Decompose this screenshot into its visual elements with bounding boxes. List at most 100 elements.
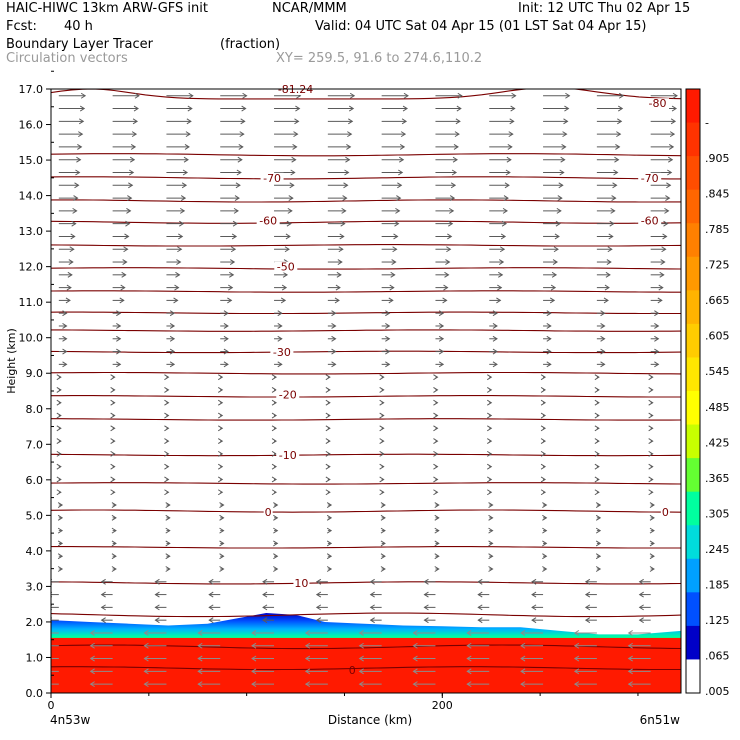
circulation-vector-head	[573, 630, 580, 636]
circulation-vector-head	[594, 450, 600, 457]
circulation-vector-head	[273, 540, 279, 547]
circulation-vector-head	[553, 246, 559, 253]
circulation-vector-head	[164, 489, 170, 496]
circulation-vector-head	[187, 105, 193, 112]
colorbar-label: .365	[705, 472, 730, 485]
circulation-vector-head	[573, 655, 580, 662]
circulation-vector-head	[277, 335, 283, 342]
circulation-vector-head	[281, 284, 288, 291]
circulation-vector-head	[277, 361, 283, 368]
circulation-vector-head	[349, 92, 356, 99]
temperature-contour	[51, 482, 681, 485]
circulation-vector-head	[62, 348, 68, 355]
circulation-vector-head	[665, 195, 671, 201]
circulation-vector-head	[100, 591, 106, 598]
circulation-vector-head	[488, 540, 494, 547]
circulation-vector-head	[181, 182, 188, 189]
circulation-vector-head	[638, 604, 644, 611]
circulation-vector-head	[648, 476, 654, 483]
circulation-vector-head	[488, 527, 494, 534]
circulation-vector-head	[271, 476, 277, 483]
y-tick-label: 6.0	[26, 474, 44, 487]
circulation-vector-head	[670, 118, 677, 125]
temperature-contour	[51, 581, 681, 585]
circulation-vector-head	[219, 514, 225, 521]
circulation-vector-head	[542, 566, 548, 572]
circulation-vector-head	[477, 578, 483, 585]
circulation-vector-head	[241, 105, 247, 112]
circulation-vector-head	[233, 207, 239, 214]
circulation-vector-head	[343, 182, 349, 189]
circulation-vector-head	[110, 387, 116, 393]
circulation-vector-head	[486, 463, 493, 470]
circulation-vector-head	[129, 169, 135, 176]
circulation-vector-head	[661, 246, 667, 253]
circulation-vector-head	[110, 463, 116, 470]
circulation-vector-head	[358, 642, 364, 649]
circulation-vector-head	[288, 195, 294, 201]
circulation-vector-head	[638, 591, 644, 598]
circulation-vector-head	[116, 323, 122, 329]
contour-label-background	[256, 215, 280, 227]
circulation-vector-head	[326, 514, 333, 521]
circulation-vector-head	[556, 207, 562, 214]
circulation-vector-head	[342, 195, 348, 201]
circulation-vector-head	[62, 323, 68, 329]
circulation-vector-head	[304, 655, 311, 662]
circulation-vector-head	[271, 425, 277, 432]
circulation-vector-head	[217, 438, 224, 445]
circulation-vector-head	[143, 655, 149, 662]
circulation-vector-head	[230, 246, 237, 253]
circulation-vector-head	[229, 259, 236, 265]
circulation-vector-head	[492, 361, 498, 368]
circulation-vector-head	[380, 514, 386, 521]
forecast-label: Fcst:	[6, 19, 37, 34]
circulation-vector-head	[57, 540, 64, 547]
circulation-vector-head	[344, 169, 350, 176]
colorbar-label: .845	[705, 188, 730, 201]
circulation-vector-head	[443, 284, 449, 291]
circulation-vector-head	[540, 463, 547, 470]
temperature-contour	[51, 509, 681, 513]
circulation-vector-head	[618, 92, 625, 99]
circulation-vector-head	[165, 514, 171, 521]
circulation-vector-head	[509, 118, 515, 125]
y-tick-label: 10.0	[19, 332, 44, 345]
circulation-vector-head	[277, 310, 283, 317]
circulation-vector-head	[520, 681, 526, 688]
circulation-vector-head	[304, 668, 311, 675]
circulation-vector-head	[182, 169, 189, 176]
circulation-vector-head	[262, 617, 268, 624]
circulation-vector-head	[110, 399, 116, 406]
circulation-vector-head	[73, 195, 79, 201]
circulation-vector-head	[540, 476, 547, 483]
contour-label: 0	[349, 664, 356, 677]
circulation-vector-head	[154, 617, 160, 624]
colorbar-swatch	[686, 659, 700, 694]
circulation-vector-head	[393, 233, 399, 240]
circulation-vector-head	[131, 131, 138, 138]
circulation-vector-head	[438, 335, 445, 342]
circulation-vector-head	[154, 591, 160, 598]
circulation-vector-head	[239, 131, 245, 138]
circulation-vector-head	[37, 682, 41, 687]
circulation-vector-head	[433, 399, 439, 406]
circulation-vector-head	[164, 412, 170, 419]
circulation-vector-head	[433, 425, 439, 432]
circulation-vector-head	[605, 271, 611, 278]
circulation-vector-head	[614, 156, 620, 163]
circulation-vector-head	[442, 297, 448, 304]
circulation-vector-head	[466, 681, 472, 688]
circulation-vector-head	[229, 271, 235, 278]
circulation-vector-head	[573, 642, 580, 649]
temperature-contour	[51, 153, 681, 157]
circulation-vector-head	[79, 105, 86, 112]
circulation-vector-head	[240, 118, 246, 125]
circulation-vector-head	[116, 348, 122, 355]
circulation-vector-head	[165, 502, 171, 508]
circulation-vector-head	[56, 399, 62, 406]
circulation-vector-head	[565, 92, 571, 99]
circulation-vector-head	[540, 438, 547, 445]
circulation-vector-head	[122, 259, 128, 265]
